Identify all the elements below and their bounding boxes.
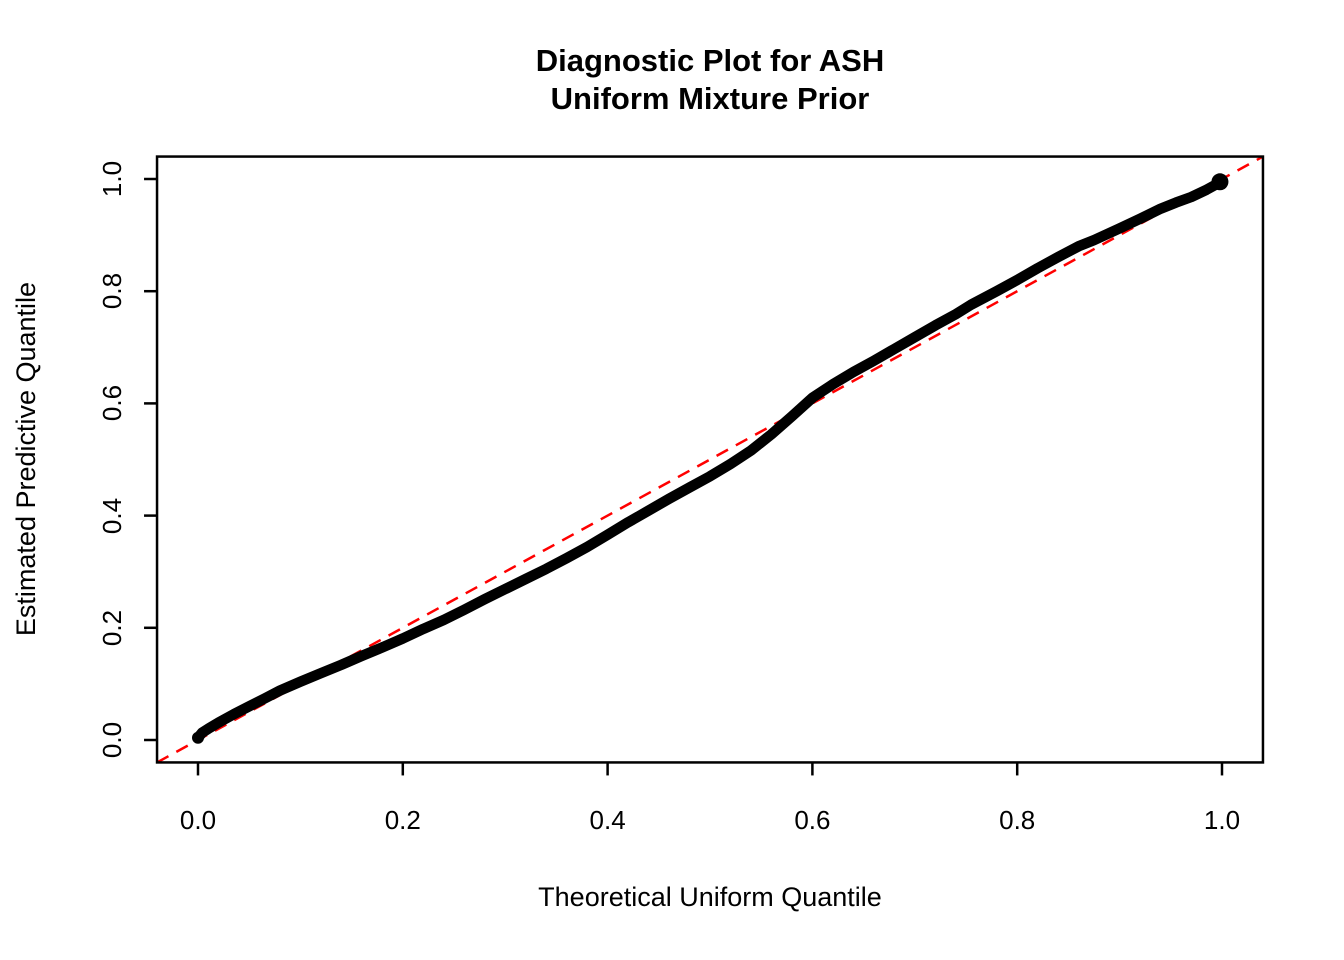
y-tick-label: 0.8 — [97, 273, 127, 310]
y-tick-label: 1.0 — [97, 160, 127, 198]
y-axis-label: Estimated Predictive Quantile — [11, 281, 41, 637]
x-tick-label: 0.2 — [384, 805, 421, 835]
chart-title: Diagnostic Plot for ASH Uniform Mixture … — [157, 42, 1263, 118]
quantile-curve — [192, 176, 1226, 744]
y-tick-label: 0.6 — [97, 385, 127, 422]
chart-title-line2: Uniform Mixture Prior — [550, 81, 870, 116]
y-tick-label: 0.4 — [97, 497, 127, 534]
y-tick-label: 0.2 — [97, 609, 127, 646]
x-tick-label: 0.8 — [999, 805, 1036, 835]
x-tick-label: 0.4 — [589, 805, 626, 835]
y-tick-label: 0.0 — [97, 721, 127, 759]
curve-end-cluster — [1211, 173, 1229, 191]
x-tick-label: 1.0 — [1203, 805, 1241, 835]
plot-frame — [155, 155, 1265, 764]
curve-start-cluster — [192, 731, 204, 744]
x-tick-label: 0.6 — [794, 805, 831, 835]
x-axis-label: Theoretical Uniform Quantile — [538, 882, 882, 912]
x-tick-label: 0.0 — [179, 805, 217, 835]
chart-title-line1: Diagnostic Plot for ASH — [535, 43, 885, 78]
